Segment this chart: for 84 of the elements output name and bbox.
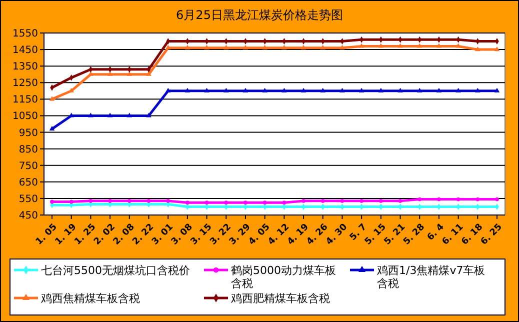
point bbox=[224, 88, 229, 92]
point bbox=[360, 198, 364, 203]
point bbox=[436, 43, 442, 48]
point bbox=[107, 71, 113, 76]
legend-label: 鹤岗5000动力煤车板含税 bbox=[231, 264, 336, 290]
point bbox=[398, 43, 403, 48]
point bbox=[88, 198, 93, 203]
point bbox=[262, 200, 267, 205]
point bbox=[340, 88, 345, 92]
point bbox=[302, 198, 306, 203]
y-tick-label: 1050 bbox=[12, 111, 38, 122]
y-tick-label: 950 bbox=[18, 128, 38, 139]
point bbox=[204, 88, 210, 92]
point bbox=[320, 198, 325, 203]
point bbox=[416, 88, 422, 92]
point bbox=[495, 197, 499, 202]
point bbox=[88, 71, 94, 76]
point bbox=[49, 126, 55, 130]
point bbox=[127, 198, 132, 203]
point bbox=[398, 198, 402, 203]
point bbox=[475, 88, 480, 92]
point bbox=[416, 43, 422, 48]
point bbox=[358, 43, 364, 48]
point bbox=[494, 88, 500, 92]
legend-label: 鸡西肥精煤车板含税 bbox=[230, 292, 330, 305]
legend-label: 鸡西1/3焦精煤v7车板含税 bbox=[376, 264, 486, 290]
y-tick-label: 450 bbox=[18, 210, 38, 222]
y-tick-label: 750 bbox=[18, 160, 38, 172]
point bbox=[418, 197, 422, 202]
point bbox=[50, 200, 54, 204]
point bbox=[340, 198, 344, 203]
point bbox=[456, 88, 461, 92]
point bbox=[436, 88, 442, 92]
point bbox=[358, 88, 364, 92]
point bbox=[262, 44, 268, 50]
point bbox=[126, 71, 132, 76]
point bbox=[146, 112, 152, 118]
y-tick-label: 850 bbox=[18, 144, 38, 156]
y-tick-label: 650 bbox=[18, 177, 38, 188]
point bbox=[224, 200, 228, 205]
point bbox=[262, 88, 268, 92]
point bbox=[242, 88, 248, 92]
point bbox=[398, 88, 403, 92]
point bbox=[476, 197, 480, 202]
point bbox=[244, 200, 248, 205]
point bbox=[300, 88, 306, 92]
point bbox=[320, 44, 326, 50]
chart-title: 6月25日黑龙江煤炭价格走势图 bbox=[176, 8, 343, 22]
point bbox=[224, 44, 229, 50]
y-tick-label: 1550 bbox=[12, 28, 38, 40]
point bbox=[378, 43, 384, 48]
y-tick-label: 1150 bbox=[12, 94, 38, 106]
y-tick-label: 550 bbox=[18, 194, 38, 205]
point bbox=[320, 88, 326, 92]
point bbox=[456, 43, 461, 48]
legend-label: 鸡西焦精煤车板含税 bbox=[40, 292, 140, 305]
point bbox=[378, 88, 384, 92]
point bbox=[378, 198, 383, 203]
y-tick-label: 1350 bbox=[12, 62, 38, 73]
point bbox=[204, 44, 210, 50]
point bbox=[146, 198, 151, 203]
point bbox=[146, 71, 152, 76]
point bbox=[49, 96, 55, 101]
point bbox=[185, 200, 190, 205]
point bbox=[69, 200, 74, 204]
point bbox=[165, 44, 171, 50]
point bbox=[184, 88, 190, 92]
point bbox=[456, 197, 460, 202]
point bbox=[282, 200, 286, 205]
y-tick-label: 1250 bbox=[12, 78, 38, 90]
point bbox=[166, 198, 170, 203]
point bbox=[300, 44, 306, 50]
point bbox=[165, 88, 171, 92]
legend-label: 七台河5500无烟煤坑口含税价 bbox=[41, 264, 190, 277]
point bbox=[184, 44, 190, 50]
y-tick-label: 1450 bbox=[12, 45, 38, 56]
point bbox=[282, 88, 287, 92]
point bbox=[282, 44, 287, 50]
point bbox=[107, 112, 113, 118]
point bbox=[340, 44, 345, 50]
point bbox=[242, 44, 248, 50]
point bbox=[494, 46, 500, 52]
point bbox=[475, 46, 480, 52]
point bbox=[204, 200, 209, 205]
